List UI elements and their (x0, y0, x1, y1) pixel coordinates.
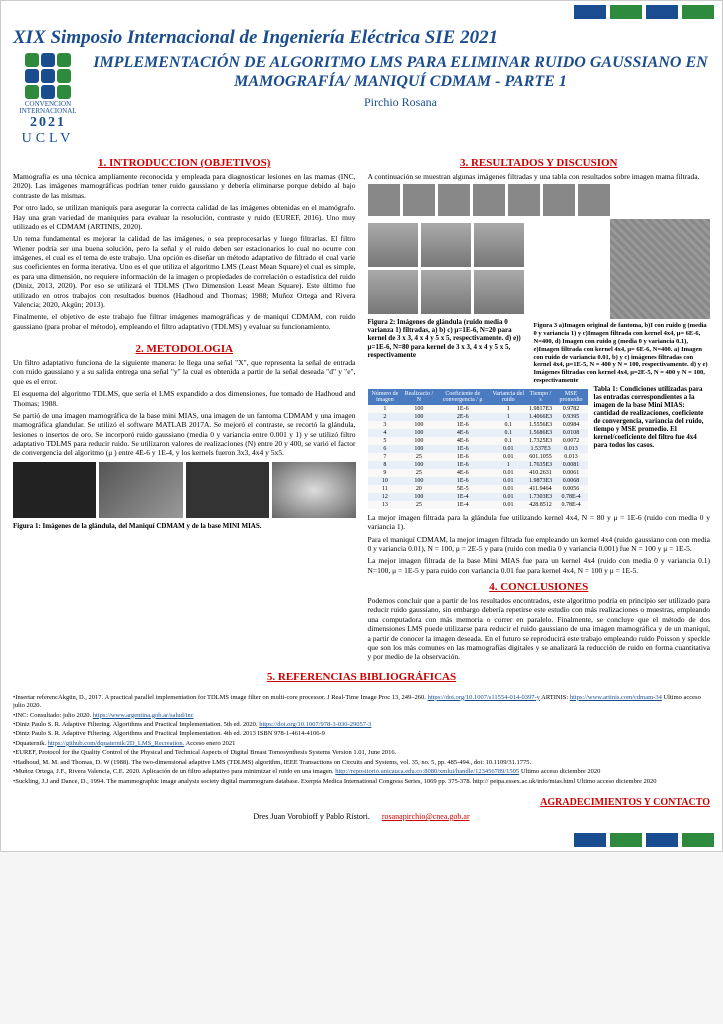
results-table: Número de imagenRealizacio / NCoeficient… (368, 389, 588, 509)
logo-subtitle: CONVENCION INTERNACIONAL (13, 101, 83, 115)
reference-item: •Suckling, J.J and Dance, D., 1994. The … (13, 778, 710, 786)
figure1-caption: Figura 1: Imágenes de la glándula, del M… (13, 522, 356, 530)
reference-item: •Insertar referencAkgün, D., 2017. A pra… (13, 694, 710, 711)
conference-title: XIX Simposio Internacional de Ingeniería… (13, 27, 710, 49)
table-row: 41004E-60.11.5686E30.0108 (368, 429, 588, 437)
acknowledgments: Dres Juan Vorobioff y Pablo Ristori. ros… (1, 810, 722, 829)
reference-item: •Hadhoud, M. M. and Thomas, D. W (1988).… (13, 759, 710, 767)
table-header: MSE promedio (555, 389, 588, 405)
intro-p2: Por otro lado, se utilizan maniquís para… (13, 203, 356, 231)
table-row: 51004E-60.11.7325E30.0072 (368, 437, 588, 445)
method-p2: El esquema del algoritmo TDLMS, que serí… (13, 389, 356, 408)
section-ack-head: AGRADECIMIENTOS Y CONTACTO (1, 793, 722, 810)
intro-p4: Finalmente, el objetivo de este trabajo … (13, 312, 356, 331)
figure1-images (13, 462, 356, 518)
ack-names: Dres Juan Vorobioff y Pablo Ristori. (253, 812, 369, 821)
table-header: Número de imagen (368, 389, 403, 405)
table-header: Realizacio / N (402, 389, 435, 405)
table-row: 9254E-60.01410.26310.0061 (368, 469, 588, 477)
results-p1: A continuación se muestran algunas imáge… (368, 172, 711, 181)
reference-item: •Muñoz Ortega, J.F., Rivera Valencia, C.… (13, 768, 710, 776)
results-p2: La mejor imagen filtrada para la glándul… (368, 513, 711, 532)
results-thumb-row (368, 184, 711, 216)
logo-year: 2021 (13, 115, 83, 131)
results-p3: Para el maniquí CDMAM, la mejor imagen f… (368, 535, 711, 554)
intro-p1: Mamografía es una técnica ampliamente re… (13, 172, 356, 200)
table-header: Variancia del ruido (490, 389, 526, 405)
section-refs-head: 5. REFERENCIAS BIBLIOGRÁFICAS (13, 671, 710, 683)
section-concl-head: 4. CONCLUSIONES (368, 581, 711, 593)
section-method-head: 2. METODOLOGIA (13, 343, 356, 355)
logo-uclv: UCLV (13, 131, 83, 147)
contact-email: rosanapirchio@cnea.gob.ar (382, 812, 470, 821)
section-results-head: 3. RESULTADOS Y DISCUSION (368, 157, 711, 169)
top-decor-bar (1, 1, 722, 23)
bottom-decor-bar (1, 829, 722, 851)
table-row: 61001E-60.011.537E30.013 (368, 445, 588, 453)
figure3-image (610, 219, 710, 319)
author-name: Pirchio Rosana (91, 95, 710, 110)
table-row: 13251E-40.01428.85120.78E-4 (368, 501, 588, 509)
method-p3: Se partió de una imagen mamográfica de l… (13, 411, 356, 458)
table-row: 121001E-40.011.7303E30.78E-4 (368, 493, 588, 501)
paper-title: IMPLEMENTACIÓN DE ALGORITMO LMS PARA ELI… (91, 53, 710, 91)
table-row: 81001E-611.7635E30.0081 (368, 461, 588, 469)
reference-item: •EUREF, Protocol for the Quality Control… (13, 749, 710, 757)
poster-root: XIX Simposio Internacional de Ingeniería… (0, 0, 723, 852)
reference-item: •Dquaternik. https://github.com/dquatern… (13, 740, 710, 748)
figure2-caption: Figura 2: Imágenes de glándula (ruido me… (368, 318, 528, 358)
method-p1: Un filtro adaptativo funciona de la sigu… (13, 358, 356, 386)
table-header: Tiempo / s (526, 389, 554, 405)
figure2-images (368, 223, 528, 314)
table1-caption: Tabla 1: Condiciones utilizadas para las… (594, 385, 711, 449)
table-row: 11205E-50.01411.94640.0056 (368, 485, 588, 493)
reference-item: •Diniz Paulo S. R. Adaptive Filtering. A… (13, 730, 710, 738)
convention-logo: CONVENCION INTERNACIONAL 2021 UCLV (13, 53, 83, 147)
table-row: 11001E-611.9817E30.9782 (368, 405, 588, 413)
table-row: 101001E-60.011.9873E30.0068 (368, 477, 588, 485)
title-block: CONVENCION INTERNACIONAL 2021 UCLV IMPLE… (1, 53, 722, 147)
reference-item: •INC: Consultado: julio 2020. https://ww… (13, 712, 710, 720)
reference-item: •Diniz Paulo S. R. Adaptive Filtering. A… (13, 721, 710, 729)
table-header: Coeficiente de convergencia / μ (435, 389, 490, 405)
table-row: 7251E-60.01601.10550.013 (368, 453, 588, 461)
concl-p1: Podemos concluir que a partir de los res… (368, 596, 711, 662)
table-row: 31001E-60.11.5556E30.0984 (368, 421, 588, 429)
figure3-caption: Figura 3 a)Imagen original de fantoma, b… (534, 322, 711, 384)
results-p4: La mejor imagen filtrada de la base Mini… (368, 556, 711, 575)
conference-header: XIX Simposio Internacional de Ingeniería… (1, 23, 722, 53)
section-intro-head: 1. INTRODUCCION (OBJETIVOS) (13, 157, 356, 169)
references-list: •Insertar referencAkgün, D., 2017. A pra… (1, 694, 722, 793)
intro-p3: Un tema fundamental es mejorar la calida… (13, 234, 356, 309)
table-row: 21002E-611.4066E30.9395 (368, 413, 588, 421)
